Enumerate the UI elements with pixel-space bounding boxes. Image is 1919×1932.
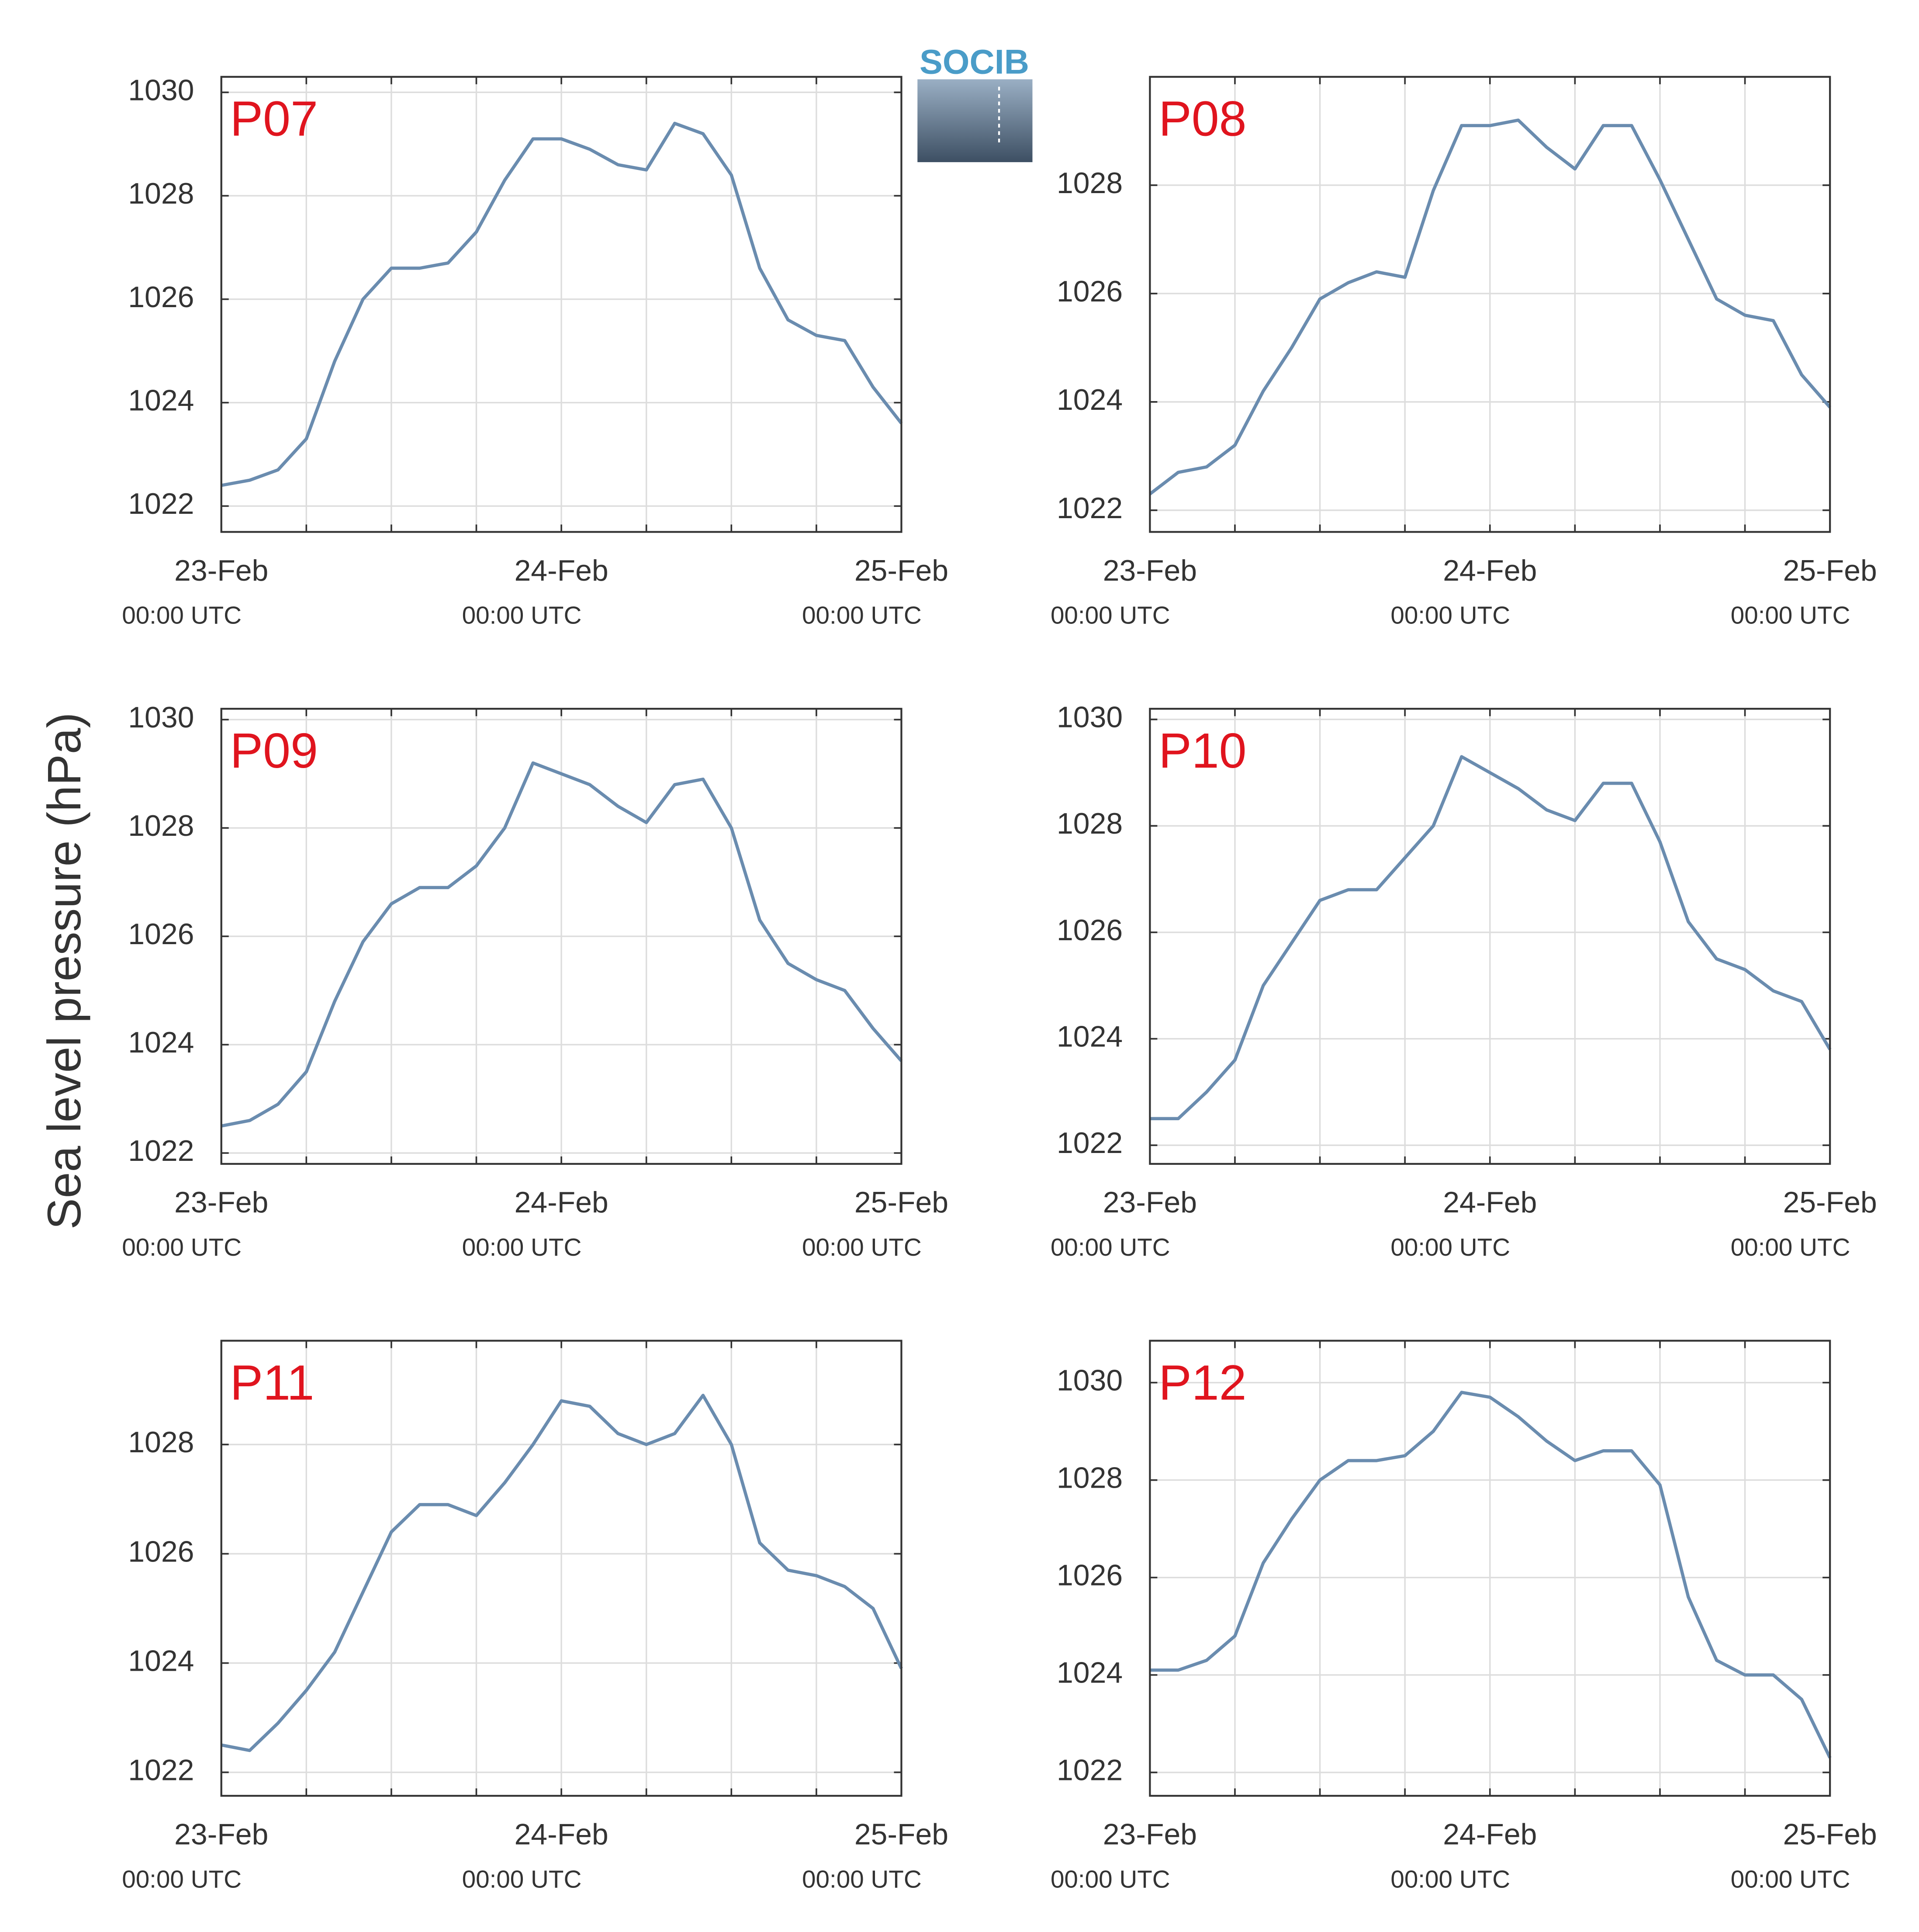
x-tick-sublabel: 00:00 UTC [802,602,922,629]
y-tick-label: 1028 [1057,167,1123,200]
y-tick-label: 1026 [128,1535,194,1568]
y-tick-label: 1026 [1057,914,1123,947]
y-tick-label: 1022 [128,1135,194,1167]
x-tick-label: 24-Feb [514,554,608,587]
y-tick-label: 1024 [128,1645,194,1677]
y-axis-label: Sea level pressure (hPa) [38,713,90,1230]
x-tick-sublabel: 00:00 UTC [1051,1866,1170,1893]
x-tick-sublabel: 00:00 UTC [1731,1866,1850,1893]
panel-title: P12 [1158,1355,1246,1410]
y-tick-label: 1030 [1057,701,1123,734]
x-tick-sublabel: 00:00 UTC [1390,1866,1510,1893]
panel-title: P07 [230,91,318,146]
x-tick-label: 23-Feb [174,1186,268,1219]
y-tick-label: 1024 [1057,1021,1123,1053]
y-tick-label: 1026 [1057,1559,1123,1592]
plot-frame [1149,708,1831,1165]
x-tick-sublabel: 00:00 UTC [1051,1233,1170,1261]
x-tick-label: 25-Feb [854,1186,948,1219]
y-tick-label: 1022 [1057,1754,1123,1787]
x-tick-label: 23-Feb [1103,554,1197,587]
x-tick-sublabel: 00:00 UTC [122,1866,242,1893]
plot-frame [220,1340,902,1797]
x-tick-label: 25-Feb [1783,1818,1877,1851]
y-tick-label: 1030 [1057,1364,1123,1397]
panel-title: P10 [1158,723,1246,778]
data-line [221,1394,903,1752]
x-tick-sublabel: 00:00 UTC [462,1866,582,1893]
x-tick-label: 24-Feb [1443,1186,1537,1219]
x-tick-sublabel: 00:00 UTC [1390,602,1510,629]
panel: 1022 1024 1026 1028 1030 23-Feb 00:00 UTC 24-Fe… [122,74,948,629]
panel: 1022 1024 1026 1028 23-Feb 00:00 UTC 24-Feb 00:… [1051,76,1877,629]
panel: 1022 1024 1026 1028 1030 23-Feb 00:00 UTC 24-Fe… [1051,1340,1877,1893]
x-tick-label: 23-Feb [174,1818,268,1851]
data-line [1150,755,1832,1121]
x-tick-sublabel: 00:00 UTC [1731,1233,1850,1261]
plot-frame [1149,76,1831,533]
logo-text: SOCIB [920,42,1029,81]
x-tick-sublabel: 00:00 UTC [1390,1233,1510,1261]
panel: 1022 1024 1026 1028 23-Feb 00:00 UTC 24-Feb 00:… [122,1340,948,1893]
y-tick-label: 1030 [128,701,194,734]
y-tick-label: 1028 [128,177,194,210]
panel-title: P11 [230,1355,314,1410]
x-tick-label: 24-Feb [514,1186,608,1219]
y-tick-label: 1028 [1057,1462,1123,1495]
x-tick-label: 25-Feb [1783,1186,1877,1219]
y-tick-label: 1028 [1057,807,1123,840]
y-tick-label: 1024 [128,1026,194,1059]
x-tick-sublabel: 00:00 UTC [462,1233,582,1261]
x-tick-sublabel: 00:00 UTC [802,1233,922,1261]
y-tick-label: 1026 [1057,275,1123,308]
x-tick-label: 25-Feb [1783,554,1877,587]
x-tick-label: 24-Feb [1443,554,1537,587]
x-tick-sublabel: 00:00 UTC [462,602,582,629]
x-tick-sublabel: 00:00 UTC [122,602,242,629]
y-tick-label: 1026 [128,918,194,951]
x-tick-sublabel: 00:00 UTC [802,1866,922,1893]
logo: SOCIB [917,42,1033,163]
x-tick-sublabel: 00:00 UTC [1731,602,1850,629]
x-tick-label: 24-Feb [514,1818,608,1851]
logo-box [917,79,1033,163]
data-line [221,121,903,487]
x-tick-sublabel: 00:00 UTC [1051,602,1170,629]
plot-frame [220,76,902,533]
plot-frame [220,708,902,1165]
x-tick-label: 23-Feb [1103,1818,1197,1851]
panel: 1022 1024 1026 1028 1030 23-Feb 00:00 UTC 24-Fe… [122,701,948,1261]
data-line [1150,1391,1832,1759]
y-tick-label: 1026 [128,281,194,314]
plot-frame [1149,1340,1831,1797]
data-line [221,761,903,1128]
x-tick-label: 25-Feb [854,1818,948,1851]
y-tick-label: 1028 [128,810,194,842]
panel-title: P09 [230,723,318,778]
y-tick-label: 1024 [1057,1657,1123,1690]
x-tick-label: 24-Feb [1443,1818,1537,1851]
y-tick-label: 1030 [128,74,194,107]
y-tick-label: 1028 [128,1426,194,1459]
data-line [1149,118,1831,495]
x-tick-sublabel: 00:00 UTC [122,1233,242,1261]
y-tick-label: 1024 [128,384,194,417]
y-tick-label: 1022 [1057,1127,1123,1160]
y-tick-label: 1022 [128,488,194,520]
x-tick-label: 23-Feb [174,554,268,587]
x-tick-label: 23-Feb [1103,1186,1197,1219]
y-tick-label: 1022 [1057,492,1123,525]
panel-title: P08 [1158,91,1246,146]
y-tick-label: 1022 [128,1754,194,1787]
panel: 1022 1024 1026 1028 1030 23-Feb 00:00 UTC 24-Fe… [1051,701,1877,1261]
x-tick-label: 25-Feb [854,554,948,587]
y-tick-label: 1024 [1057,384,1123,416]
